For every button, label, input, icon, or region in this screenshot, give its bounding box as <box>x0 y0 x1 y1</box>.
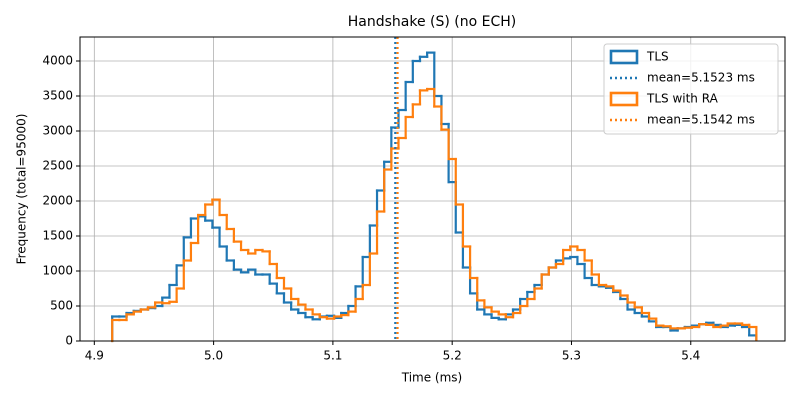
y-tick-label: 3000 <box>42 124 73 138</box>
legend-label: mean=5.1542 ms <box>647 113 755 127</box>
plot-frame <box>79 36 786 342</box>
y-tick-label: 2000 <box>42 194 73 208</box>
y-tick-label: 1000 <box>42 264 73 278</box>
x-tick-label: 5.0 <box>204 349 223 363</box>
legend-swatch <box>609 49 639 65</box>
x-tick-label: 5.4 <box>681 349 700 363</box>
y-tick-label: 2500 <box>42 159 73 173</box>
x-tick-label: 5.2 <box>443 349 462 363</box>
y-axis-label: Frequency (total=95000) <box>15 114 29 265</box>
legend-label: TLS <box>646 50 669 64</box>
legend-label: TLS with RA <box>646 92 719 106</box>
y-tick-label: 4000 <box>42 54 73 68</box>
y-tick-label: 500 <box>50 299 73 313</box>
legend-box <box>603 43 779 135</box>
x-tick-label: 5.1 <box>323 349 342 363</box>
y-tick-label: 1500 <box>42 229 73 243</box>
legend-swatch <box>609 91 639 107</box>
chart-title: Handshake (S) (no ECH) <box>348 14 517 30</box>
x-tick-label: 4.9 <box>85 349 104 363</box>
y-tick-label: 3500 <box>42 89 73 103</box>
y-tick-label: 0 <box>65 334 73 348</box>
histogram-series <box>111 87 758 343</box>
x-axis-label: Time (ms) <box>401 371 463 385</box>
legend-label: mean=5.1523 ms <box>647 71 755 85</box>
x-tick-label: 5.3 <box>562 349 581 363</box>
